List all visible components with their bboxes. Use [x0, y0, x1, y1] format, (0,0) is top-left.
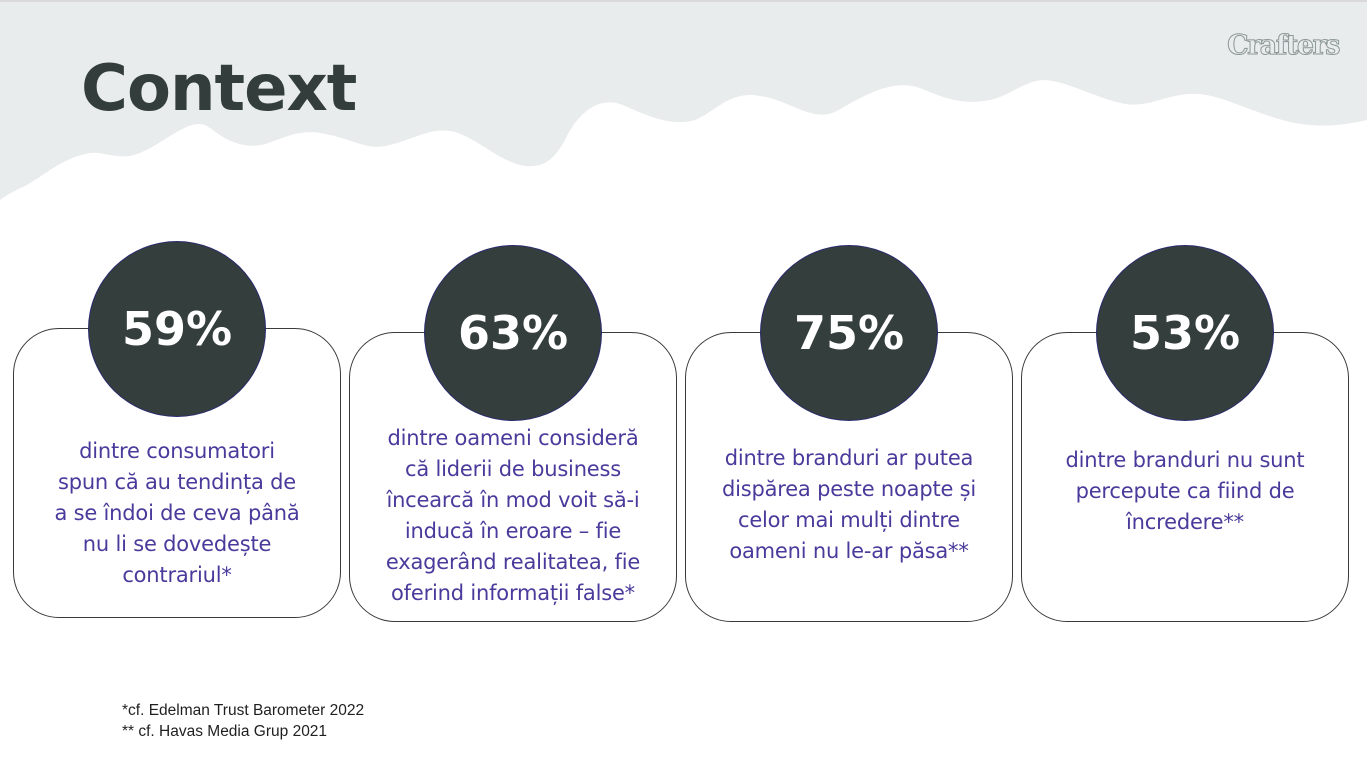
crafters-logo: Crafters	[1227, 30, 1341, 62]
stat-description-4: dintre branduri nu sunt percepute ca fii…	[1065, 448, 1305, 534]
stat-value-3: 75%	[793, 306, 905, 360]
stat-value-4: 53%	[1129, 306, 1241, 360]
stat-description-2: dintre oameni consideră că liderii de bu…	[385, 426, 641, 605]
footnotes: *cf. Edelman Trust Barometer 2022 ** cf.…	[122, 700, 364, 742]
top-border	[0, 0, 1367, 2]
stat-description-1: dintre consumatori spun că au tendința d…	[54, 439, 300, 587]
page-title: Context	[81, 52, 357, 126]
stat-circle-4: 53%	[1096, 245, 1274, 421]
stat-description-3: dintre branduri ar putea dispărea peste …	[721, 446, 977, 563]
footnote-2: ** cf. Havas Media Grup 2021	[122, 723, 328, 740]
stat-value-2: 63%	[457, 306, 569, 360]
stat-circle-3: 75%	[760, 245, 938, 421]
stat-circle-1: 59%	[88, 241, 266, 417]
stat-value-1: 59%	[121, 302, 233, 356]
footnote-1: *cf. Edelman Trust Barometer 2022	[122, 702, 365, 719]
stat-circle-2: 63%	[424, 245, 602, 421]
